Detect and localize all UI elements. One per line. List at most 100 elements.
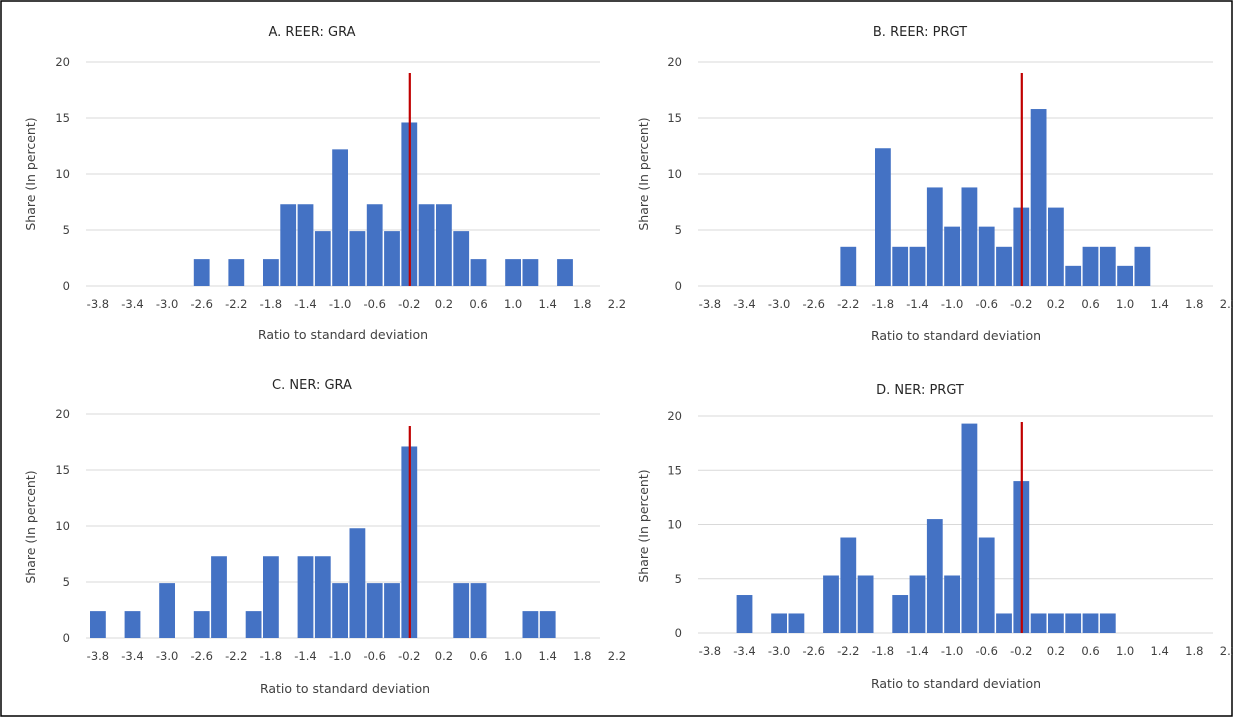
x-tick-label: 1.8	[1185, 297, 1203, 311]
x-tick-label: -2.6	[802, 644, 824, 658]
bar	[159, 583, 175, 638]
bar	[522, 259, 539, 286]
bar	[366, 583, 383, 638]
x-tick-label: -2.6	[190, 297, 212, 311]
x-tick-label: -3.8	[87, 297, 109, 311]
bar	[909, 246, 926, 286]
y-tick-label: 15	[667, 463, 682, 477]
bar	[557, 259, 573, 286]
y-tick-label: 10	[55, 167, 70, 181]
y-tick-label: 10	[55, 519, 70, 533]
x-tick-label: 1.0	[1116, 297, 1134, 311]
bar	[1099, 246, 1116, 286]
y-tick-label: 10	[667, 518, 682, 532]
x-tick-label: -1.4	[906, 297, 928, 311]
y-tick-label: 0	[675, 279, 682, 293]
bar	[823, 575, 839, 633]
bar	[1099, 613, 1116, 633]
y-tick-label: 20	[667, 55, 682, 69]
x-tick-label: 1.4	[539, 297, 557, 311]
bar	[90, 611, 106, 638]
y-tick-label: 5	[675, 572, 682, 586]
y-tick-label: 0	[675, 626, 682, 640]
x-tick-label: -0.2	[398, 649, 420, 663]
bar	[263, 556, 279, 638]
bar	[1134, 246, 1151, 286]
x-tick-label: -0.2	[1010, 297, 1032, 311]
panel-d-ylabel: Share (In percent)	[636, 469, 651, 582]
bar	[892, 595, 909, 633]
bar	[453, 583, 470, 638]
bar	[736, 595, 753, 633]
x-tick-label: -1.4	[294, 297, 316, 311]
bar	[1048, 613, 1064, 633]
panel-c-title: C. NER: GRA	[272, 378, 352, 393]
bar	[840, 246, 857, 286]
x-tick-label: -2.2	[225, 297, 247, 311]
bar	[263, 259, 279, 286]
x-tick-label: -1.8	[260, 297, 282, 311]
panel-a-ylabel: Share (In percent)	[23, 117, 38, 230]
bar	[314, 556, 331, 638]
bar	[384, 231, 400, 286]
bar	[332, 583, 348, 638]
panel-a-title: A. REER: GRA	[268, 25, 355, 40]
bar	[470, 259, 487, 286]
panel-d-plot: 0 5 10 15 20 -3.8 -3.4 -3.0 -2.6 -2.2 -1.8 -1.4 -1.0…	[667, 409, 1233, 658]
bar	[996, 246, 1012, 286]
x-tick-label: -3.0	[156, 297, 178, 311]
x-tick-label: -1.4	[906, 644, 928, 658]
x-tick-label: -1.8	[872, 644, 894, 658]
bar	[211, 556, 227, 638]
x-tick-label: 2.2	[1220, 644, 1233, 658]
x-tick-label: -1.0	[329, 649, 351, 663]
x-tick-label: -2.2	[837, 644, 859, 658]
x-tick-label: -3.0	[768, 297, 790, 311]
bar	[944, 226, 960, 286]
panel-c-ner-gra: C. NER: GRA 0 5 10 15 20 -3.8 -3.4 -3.0 -2.6 -2.2…	[23, 378, 626, 696]
x-tick-label: -2.2	[225, 649, 247, 663]
x-tick-label: 1.0	[1116, 644, 1134, 658]
bar	[332, 149, 348, 286]
x-tick-label: 0.2	[1047, 644, 1065, 658]
x-tick-label: 0.6	[469, 297, 487, 311]
y-tick-label: 20	[667, 409, 682, 423]
panel-a-xlabel: Ratio to standard deviation	[258, 327, 428, 342]
x-tick-label: -1.0	[941, 297, 963, 311]
x-tick-label: 2.2	[608, 649, 626, 663]
x-tick-label: 0.2	[1047, 297, 1065, 311]
x-tick-label: -2.6	[802, 297, 824, 311]
x-tick-label: 1.8	[573, 297, 591, 311]
bar	[453, 231, 470, 286]
x-tick-label: -0.2	[398, 297, 420, 311]
bar	[978, 226, 995, 286]
panel-a-reer-gra: A. REER: GRA 0 5 10 15 20 -3.8 -3.4 -3.0 -2.6 -2.…	[23, 25, 626, 342]
bar	[280, 204, 297, 286]
panel-d-ner-prgt: D. NER: PRGT 0 5 10 15 20 -3.8 -3.4 -3.0 -2.6 -2.…	[636, 383, 1233, 691]
bar	[522, 611, 539, 638]
x-tick-label: -3.4	[733, 297, 755, 311]
panel-b-ylabel: Share (In percent)	[636, 117, 651, 230]
x-tick-label: -1.8	[872, 297, 894, 311]
x-tick-label: -3.4	[121, 649, 143, 663]
bar	[1065, 265, 1082, 286]
y-tick-label: 5	[675, 223, 682, 237]
bar	[228, 259, 245, 286]
x-tick-label: -3.0	[156, 649, 178, 663]
x-tick-label: 0.2	[435, 297, 453, 311]
x-tick-label: 2.2	[608, 297, 626, 311]
bar	[505, 259, 521, 286]
bar	[857, 575, 874, 633]
bar	[944, 575, 960, 633]
x-tick-label: -0.6	[363, 649, 385, 663]
bar	[349, 231, 366, 286]
x-tick-label: -3.4	[121, 297, 143, 311]
bar	[1082, 613, 1099, 633]
x-tick-label: -0.6	[363, 297, 385, 311]
x-tick-label: 1.4	[1151, 297, 1169, 311]
x-tick-label: -3.4	[733, 644, 755, 658]
bar	[996, 613, 1012, 633]
bar	[349, 528, 366, 638]
panel-c-xlabel: Ratio to standard deviation	[260, 681, 430, 696]
